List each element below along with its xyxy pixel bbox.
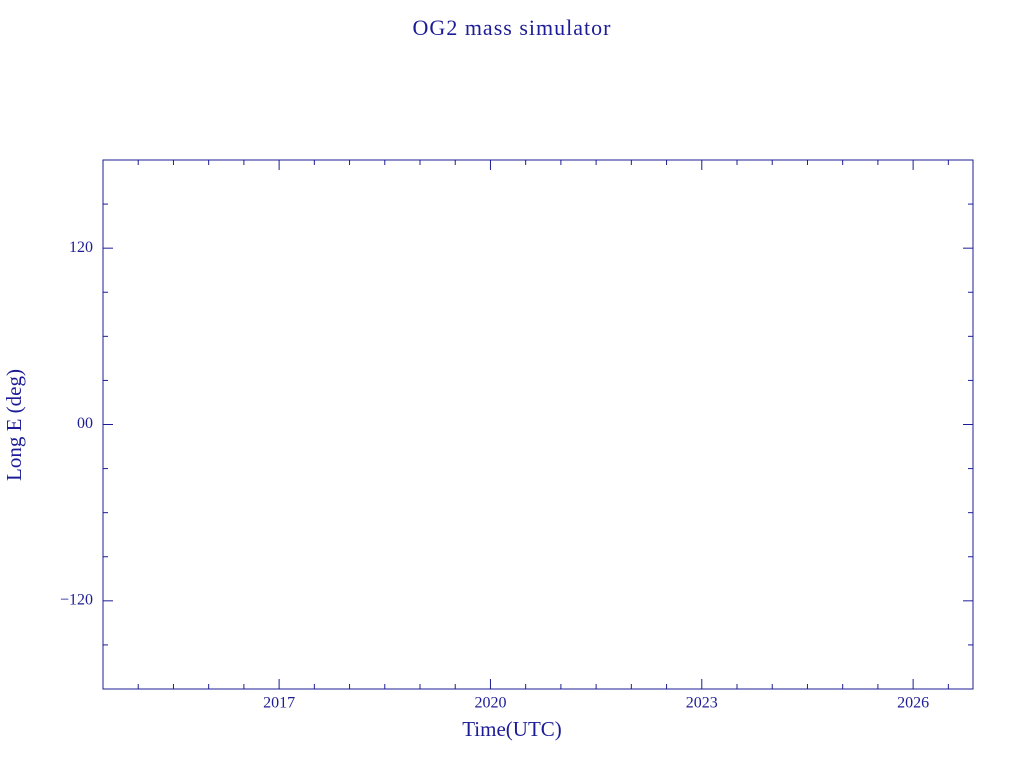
- x-tick-label: 2020: [474, 695, 506, 712]
- y-tick-label: −120: [60, 592, 93, 609]
- x-tick-label: 2023: [686, 695, 718, 712]
- x-tick-label: 2026: [897, 695, 929, 712]
- y-tick-label: 120: [69, 239, 93, 256]
- chart-title: OG2 mass simulator: [413, 15, 612, 40]
- y-axis-label: Long E (deg): [2, 369, 26, 481]
- x-tick-label: 2017: [263, 695, 295, 712]
- plot-frame: [102, 159, 974, 690]
- x-axis-label: Time(UTC): [462, 717, 562, 741]
- y-tick-label: 00: [77, 415, 93, 432]
